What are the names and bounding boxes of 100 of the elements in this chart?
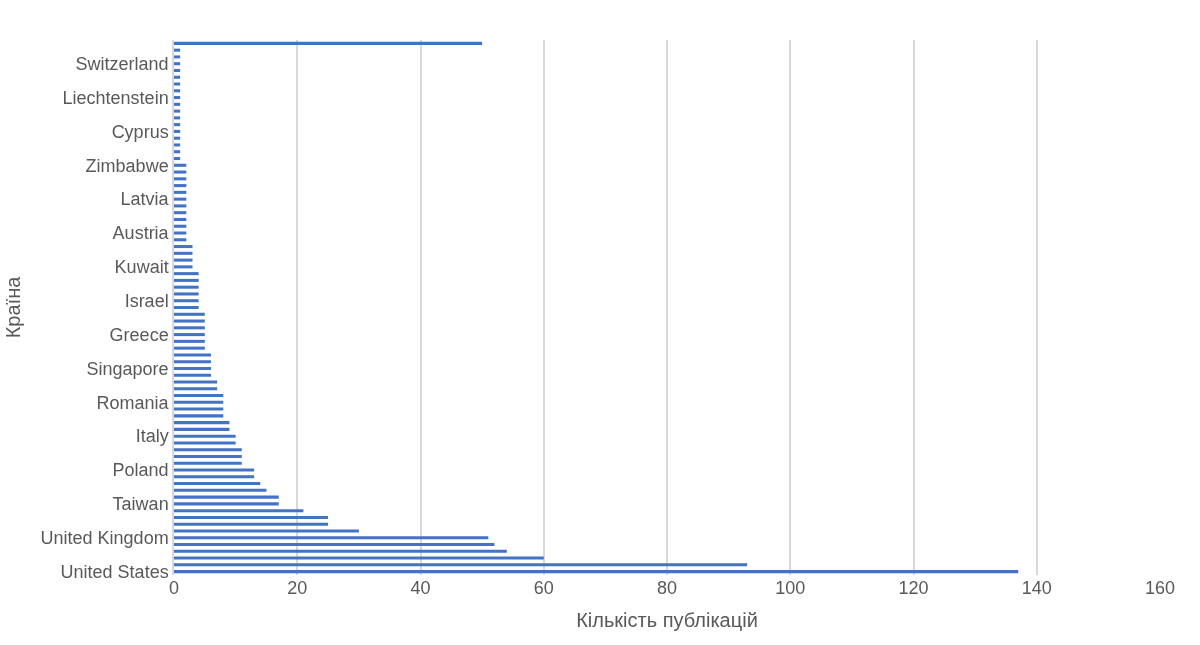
bar	[174, 312, 205, 316]
bar	[174, 123, 181, 127]
y-tick-label: Austria	[112, 223, 170, 244]
bar	[174, 62, 181, 66]
bar	[174, 394, 224, 398]
bar	[174, 461, 242, 465]
y-tick-label: Romania	[96, 392, 170, 413]
bar	[174, 387, 218, 391]
bar	[174, 109, 181, 113]
bar	[174, 55, 181, 59]
x-tick-label: 20	[287, 578, 308, 598]
x-tick-label: 0	[168, 578, 180, 598]
bar	[174, 427, 230, 431]
x-tick-label: 100	[775, 578, 806, 598]
y-tick-label: Greece	[109, 324, 169, 345]
bar	[174, 563, 748, 567]
x-tick-label: 120	[898, 578, 929, 598]
y-tick-label: Cyprus	[111, 121, 169, 142]
bar	[174, 211, 187, 215]
bar	[174, 292, 199, 296]
bar	[174, 441, 236, 445]
bar	[174, 245, 193, 249]
y-tick-label: Liechtenstein	[62, 87, 169, 108]
bar	[174, 373, 211, 377]
bar	[174, 278, 199, 282]
bar	[174, 366, 211, 370]
bar	[174, 360, 211, 364]
bar	[174, 326, 205, 330]
y-tick-label: Latvia	[120, 189, 170, 210]
bar	[174, 529, 359, 533]
bar	[174, 163, 187, 167]
bar	[174, 536, 489, 540]
bar	[174, 197, 187, 201]
bar	[174, 258, 193, 262]
bar	[174, 515, 329, 519]
x-tick-label: 140	[1021, 578, 1052, 598]
y-tick-label: Poland	[112, 460, 169, 481]
bar	[174, 468, 255, 472]
bar	[174, 400, 224, 404]
y-tick-label: Singapore	[86, 358, 169, 379]
bar	[174, 129, 181, 133]
bar	[174, 143, 181, 147]
bar	[174, 454, 242, 459]
bar	[174, 204, 187, 208]
bar	[174, 177, 187, 181]
bar	[174, 41, 483, 45]
bar	[174, 116, 181, 120]
bar	[174, 495, 279, 499]
x-tick-label: 60	[533, 578, 554, 598]
x-tick-label: 80	[656, 578, 678, 598]
bar	[174, 522, 329, 526]
bar	[174, 102, 181, 106]
bar	[174, 488, 267, 492]
bar	[174, 184, 187, 188]
bar	[174, 509, 304, 513]
bar	[174, 75, 181, 79]
bar	[174, 543, 495, 547]
bar	[174, 346, 205, 350]
bar	[174, 502, 279, 506]
bar	[174, 190, 187, 194]
x-axis-title: Кількість публікацій	[576, 608, 758, 631]
bar	[174, 448, 242, 452]
bar	[174, 156, 181, 161]
bar	[174, 407, 224, 411]
bar	[174, 285, 199, 289]
bar	[174, 353, 211, 357]
bar	[174, 549, 507, 553]
y-tick-label: Zimbabwe	[85, 155, 169, 176]
bar	[174, 170, 187, 174]
y-tick-label: United States	[60, 561, 169, 582]
y-tick-label: Kuwait	[114, 257, 169, 278]
x-tick-label: 160	[1144, 578, 1176, 598]
bar	[174, 231, 187, 235]
bar	[174, 150, 181, 154]
bar	[174, 299, 199, 303]
y-tick-label: Israel	[124, 291, 169, 312]
bar	[174, 96, 181, 100]
y-tick-label: United Kingdom	[40, 528, 169, 549]
bar	[174, 339, 205, 343]
bar	[174, 272, 199, 276]
bar	[174, 319, 205, 323]
bar	[174, 265, 193, 269]
x-tick-label: 40	[410, 578, 431, 598]
bar	[174, 251, 193, 255]
y-tick-label: Italy	[135, 426, 169, 447]
bar	[174, 570, 1019, 574]
bar	[174, 48, 181, 52]
bar	[174, 482, 261, 486]
bar	[174, 136, 181, 140]
bar	[174, 434, 236, 438]
y-axis-title: Країна	[1, 275, 24, 339]
bar	[174, 238, 187, 242]
bar	[174, 556, 544, 560]
bar	[174, 217, 187, 221]
bar	[174, 333, 205, 337]
bar	[174, 89, 181, 93]
bar	[174, 475, 255, 479]
bar	[174, 224, 187, 228]
bar	[174, 82, 181, 86]
bar	[174, 380, 218, 384]
